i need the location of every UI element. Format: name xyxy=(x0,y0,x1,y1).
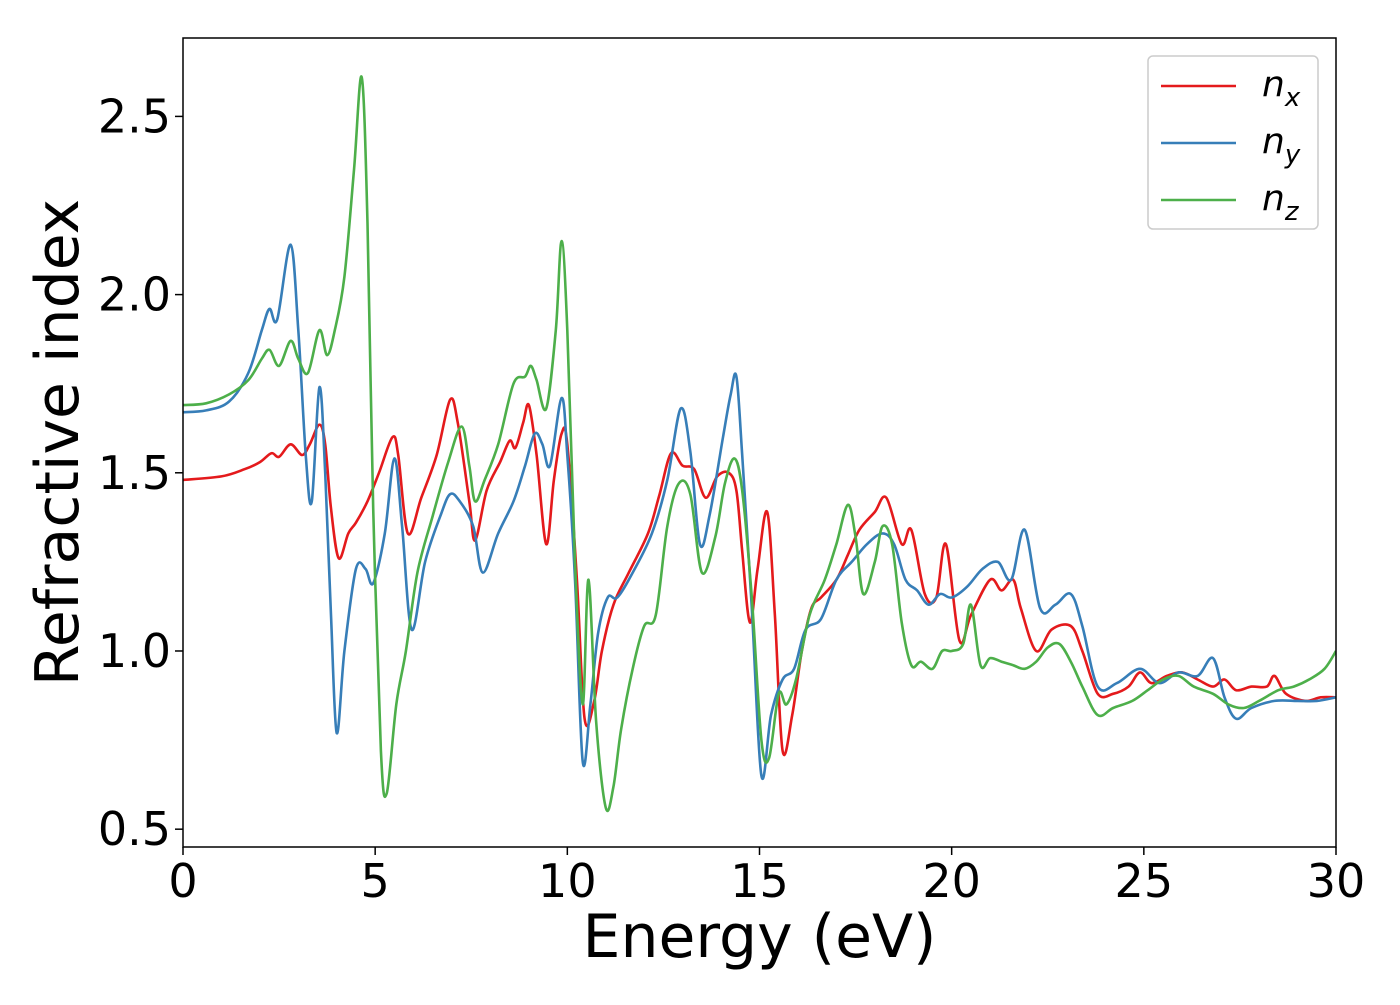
x-tick-label: 20 xyxy=(922,854,981,908)
y-tick-label: 1.0 xyxy=(98,624,171,678)
series-line-nx xyxy=(183,397,1336,757)
series-line-nz xyxy=(183,75,1336,813)
y-tick-label: 2.5 xyxy=(98,89,171,143)
legend-label-base: n xyxy=(1262,178,1285,219)
x-tick-label: 10 xyxy=(538,854,597,908)
y-axis-title: Refractive index xyxy=(23,199,93,686)
x-tick-label: 25 xyxy=(1115,854,1174,908)
legend-label-base: n xyxy=(1262,121,1285,162)
legend-label-subscript: z xyxy=(1284,197,1300,227)
legend-label-nz: nz xyxy=(1262,178,1300,227)
y-tick-label: 2.0 xyxy=(98,268,171,322)
y-tick-label: 1.5 xyxy=(98,446,171,500)
legend-label-base: n xyxy=(1262,64,1285,105)
x-axis-title: Energy (eV) xyxy=(583,902,937,972)
legend-label-subscript: x xyxy=(1284,83,1301,113)
x-tick-label: 0 xyxy=(168,854,197,908)
x-tick-label: 30 xyxy=(1307,854,1366,908)
series-layer xyxy=(183,75,1336,813)
series-line-ny xyxy=(183,243,1336,781)
y-axis-ticks: 0.5 1.0 1.5 2.0 2.5 xyxy=(98,89,183,856)
y-tick-label: 0.5 xyxy=(98,802,171,856)
x-tick-label: 15 xyxy=(730,854,789,908)
x-axis-ticks: 0 5 10 15 20 25 30 xyxy=(168,847,1365,908)
x-tick-label: 5 xyxy=(361,854,390,908)
legend-label-ny: ny xyxy=(1262,121,1301,170)
legend-label-nx: nx xyxy=(1262,64,1301,113)
legend-label-subscript: y xyxy=(1284,140,1301,170)
